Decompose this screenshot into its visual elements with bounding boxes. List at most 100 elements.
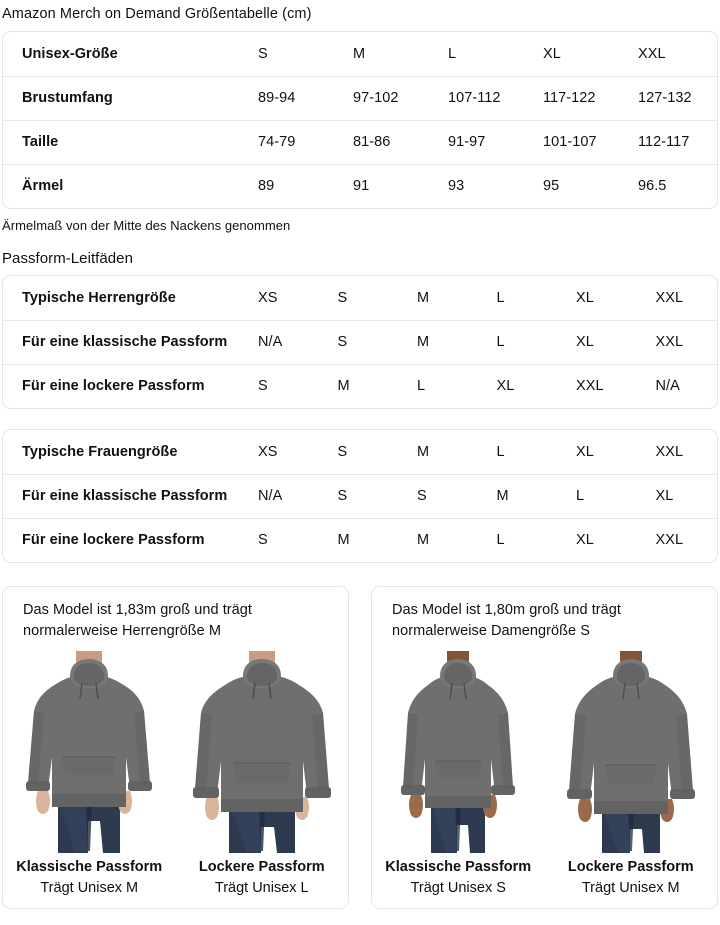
table-row: Für eine klassische Passform N/A S M L X…: [3, 319, 717, 364]
figure-relaxed-fit-female: Lockere Passform Trägt Unisex M: [545, 651, 718, 896]
fit-label: Lockere Passform: [198, 859, 325, 875]
male-hoodie-relaxed-image: [186, 651, 337, 853]
table-cell: S: [256, 363, 336, 408]
table-cell: XXL: [574, 363, 654, 408]
female-hoodie-classic-image: [383, 651, 534, 853]
size-header-cell: XL: [576, 289, 594, 306]
table-cell: M: [415, 517, 495, 562]
mens-fit-table-card: Typische Herrengröße XS S M L XL XXL Für…: [2, 275, 718, 409]
model-description: Das Model ist 1,83m groß und trägt norma…: [23, 602, 252, 639]
table-row: Für eine lockere Passform S M L XL XXL N…: [3, 363, 717, 408]
male-figures: Klassische Passform Trägt Unisex M: [3, 651, 348, 896]
size-header-cell: XL: [543, 45, 561, 62]
table-cell: S: [415, 473, 495, 518]
table-row: Taille 74-79 81-86 91-97 101-107 112-117: [3, 119, 717, 164]
table-cell: 127-132: [636, 75, 717, 120]
fit-sublabel: Trägt Unisex M: [40, 880, 139, 896]
table-cell: 93: [446, 163, 541, 208]
table-cell: XL: [574, 319, 654, 364]
size-header-cell: XL: [576, 443, 594, 460]
table-cell: 91-97: [446, 119, 541, 164]
female-figures: Klassische Passform Trägt Unisex S: [372, 651, 717, 896]
table-cell: 91: [351, 163, 446, 208]
table-cell: 96.5: [636, 163, 717, 208]
table-cell: N/A: [256, 319, 336, 364]
row-label: Ärmel: [3, 163, 256, 208]
model-description: Das Model ist 1,80m groß und trägt norma…: [392, 602, 621, 639]
table-row: Für eine lockere Passform S M M L XL XXL: [3, 517, 717, 562]
table-cell: 89-94: [256, 75, 351, 120]
table-cell: M: [335, 363, 415, 408]
table-cell: N/A: [653, 363, 717, 408]
size-header-cell: XXL: [655, 289, 684, 306]
row-label: Typische Herrengröße: [22, 289, 176, 306]
fit-sublabel: Trägt Unisex L: [214, 880, 309, 896]
table-row-header: Unisex-Größe S M L XL XXL: [3, 32, 717, 76]
size-header-cell: XXL: [655, 443, 684, 460]
table-cell: M: [415, 319, 495, 364]
row-label: Taille: [3, 119, 256, 164]
table-row: Für eine klassische Passform N/A S S M L…: [3, 473, 717, 518]
size-header-cell: XS: [258, 443, 278, 460]
size-header-cell: S: [337, 443, 348, 460]
table-cell: L: [494, 319, 574, 364]
row-label: Brustumfang: [3, 75, 256, 120]
womens-fit-table-card: Typische Frauengröße XS S M L XL XXL Für…: [2, 429, 718, 563]
table-cell: M: [335, 517, 415, 562]
table-cell: 95: [541, 163, 636, 208]
measurement-table: Unisex-Größe S M L XL XXL Brustumfang 89…: [3, 32, 717, 208]
mens-fit-table: Typische Herrengröße XS S M L XL XXL Für…: [3, 276, 717, 408]
table-cell: XXL: [653, 319, 717, 364]
table-cell: S: [335, 319, 415, 364]
male-model-card: Das Model ist 1,83m groß und trägt norma…: [2, 586, 349, 909]
size-header-cell: L: [496, 289, 505, 306]
table-cell: 101-107: [541, 119, 636, 164]
size-header-cell: XS: [258, 289, 278, 306]
table-cell: L: [574, 473, 654, 518]
size-header-cell: S: [337, 289, 348, 306]
fit-sublabel: Trägt Unisex S: [410, 880, 506, 896]
table-row-header: Typische Frauengröße XS S M L XL XXL: [3, 430, 717, 474]
figure-classic-fit-female: Klassische Passform Trägt Unisex S: [372, 651, 545, 896]
table-cell: XL: [574, 517, 654, 562]
table-row: Ärmel 89 91 93 95 96.5: [3, 163, 717, 208]
table-cell: 81-86: [351, 119, 446, 164]
table-cell: N/A: [256, 473, 336, 518]
model-cards: Das Model ist 1,83m groß und trägt norma…: [2, 586, 718, 909]
table-row-header: Typische Herrengröße XS S M L XL XXL: [3, 276, 717, 320]
table-row: Brustumfang 89-94 97-102 107-112 117-122…: [3, 75, 717, 120]
table-spacer: [0, 409, 720, 421]
table-cell: S: [335, 473, 415, 518]
size-header-cell: XXL: [638, 45, 666, 62]
male-hoodie-classic-image: [14, 651, 165, 853]
fit-guides-title: Passform-Leitfäden: [2, 250, 133, 267]
table-cell: 117-122: [541, 75, 636, 120]
table-cell: 97-102: [351, 75, 446, 120]
table-cell: L: [415, 363, 495, 408]
row-label: Für eine lockere Passform: [3, 363, 256, 408]
fit-sublabel: Trägt Unisex M: [581, 880, 680, 896]
measurement-table-card: Unisex-Größe S M L XL XXL Brustumfang 89…: [2, 31, 718, 209]
page-title: Amazon Merch on Demand Größentabelle (cm…: [2, 6, 312, 22]
size-header-cell: M: [353, 45, 366, 62]
womens-fit-table: Typische Frauengröße XS S M L XL XXL Für…: [3, 430, 717, 562]
table-cell: 112-117: [636, 119, 717, 164]
table-cell: XXL: [653, 517, 717, 562]
row-label: Für eine klassische Passform: [3, 473, 256, 518]
fit-label: Lockere Passform: [567, 859, 694, 875]
row-label: Unisex-Größe: [22, 45, 118, 62]
table-cell: 74-79: [256, 119, 351, 164]
size-header-cell: L: [496, 443, 505, 460]
size-header-cell: S: [258, 45, 268, 62]
table-cell: 107-112: [446, 75, 541, 120]
row-label: Für eine klassische Passform: [3, 319, 256, 364]
female-hoodie-relaxed-image: [555, 651, 706, 853]
size-header-cell: M: [417, 443, 430, 460]
row-label: Typische Frauengröße: [22, 443, 178, 460]
female-model-card: Das Model ist 1,80m groß und trägt norma…: [371, 586, 718, 909]
row-label: Für eine lockere Passform: [3, 517, 256, 562]
fit-label: Klassische Passform: [16, 859, 163, 875]
table-cell: M: [494, 473, 574, 518]
table-cell: XL: [494, 363, 574, 408]
